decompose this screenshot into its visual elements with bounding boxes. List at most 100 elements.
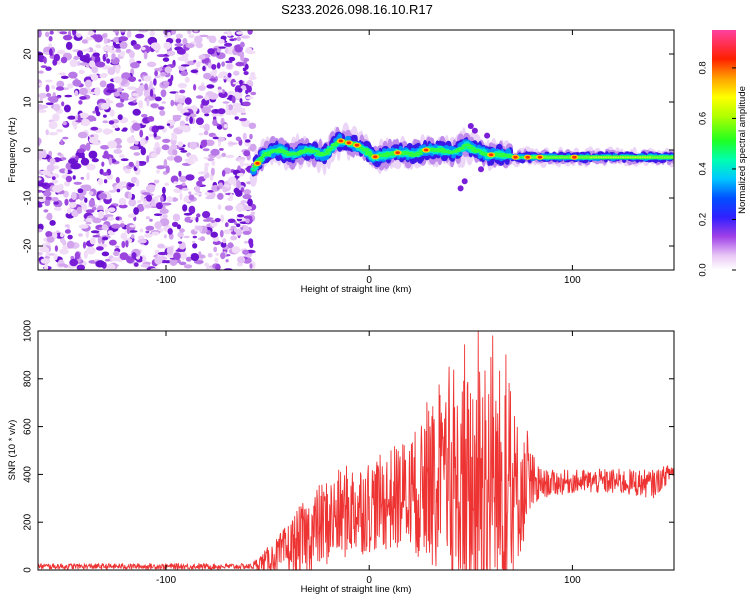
spectrogram-noise-blob xyxy=(145,230,150,234)
spectrogram-signal-blob xyxy=(467,123,474,129)
spectrogram-noise-blob xyxy=(151,198,155,206)
spectrogram-noise-blob xyxy=(145,216,150,220)
spectrogram-noise-blob xyxy=(196,180,203,187)
spectrogram-noise-blob xyxy=(241,107,246,114)
spectrogram-noise-blob xyxy=(159,110,166,116)
spectrogram-noise-blob xyxy=(118,154,125,159)
spectrogram-noise-blob xyxy=(156,125,165,130)
spectrogram-noise-blob xyxy=(38,252,43,256)
spectrogram-noise-blob xyxy=(146,155,150,163)
spectrogram-noise-blob xyxy=(124,168,131,174)
spectrogram-noise-blob xyxy=(204,95,209,101)
spectrogram-noise-blob xyxy=(38,70,44,74)
spectrogram-noise-blob xyxy=(239,51,245,60)
spectrogram-noise-blob xyxy=(148,184,156,188)
spectrogram-x-label: Height of straight line (km) xyxy=(301,284,412,295)
spectrogram-noise-blob xyxy=(72,175,76,180)
spectrogram-noise-blob xyxy=(173,181,178,185)
spectrogram-noise-blob xyxy=(62,121,67,126)
spectrogram-noise-blob xyxy=(97,235,102,244)
spectrogram-noise-blob xyxy=(64,94,73,98)
spectrogram-noise-blob xyxy=(128,86,134,91)
spectrogram-noise-blob xyxy=(49,96,59,103)
snr-xtick-label: -100 xyxy=(156,575,176,586)
spectrogram-noise-blob xyxy=(77,131,88,139)
spectrogram-noise-blob xyxy=(225,192,235,196)
spectrogram-noise-blob xyxy=(211,160,215,166)
spectrogram-noise-blob xyxy=(139,161,147,164)
spectrogram-noise-blob xyxy=(215,154,222,159)
spectrogram-noise-blob xyxy=(182,204,188,212)
spectrogram-noise-blob xyxy=(81,118,91,127)
spectrogram-noise-blob xyxy=(230,235,238,241)
spectrogram-noise-blob xyxy=(38,104,44,111)
spectrogram-noise-blob xyxy=(85,221,92,225)
spectrogram-noise-blob xyxy=(170,99,175,107)
spectrogram-noise-blob xyxy=(190,253,200,262)
spectrogram-noise-blob xyxy=(161,101,166,104)
spectrogram-noise-blob xyxy=(223,229,232,235)
spectrogram-noise-blob xyxy=(128,192,133,200)
spectrogram-noise-blob xyxy=(138,79,142,82)
spectrogram-noise-blob xyxy=(45,84,50,93)
spectrogram-noise-blob xyxy=(130,61,140,69)
spectrogram-noise-blob xyxy=(108,120,115,125)
spectrogram-noise-blob xyxy=(228,142,238,145)
spectrogram-noise-blob xyxy=(95,44,102,49)
spectrogram-noise-blob xyxy=(217,74,225,79)
spectrogram-noise-blob xyxy=(242,132,247,140)
spectrogram-noise-blob xyxy=(108,157,113,166)
spectrogram-noise-blob xyxy=(174,92,179,101)
spectrogram-noise-blob xyxy=(205,172,210,179)
spectrogram-noise-blob xyxy=(127,213,136,219)
spectrogram-noise-blob xyxy=(181,125,191,133)
spectrogram-noise-blob xyxy=(184,216,192,223)
colorbar-tick-label: 0.6 xyxy=(698,112,709,125)
spectrogram-ytick-label: 20 xyxy=(23,48,34,60)
spectrogram-noise-blob xyxy=(164,66,173,74)
spectrogram-peak xyxy=(572,155,577,159)
spectrogram-ytick-label: 0 xyxy=(23,147,34,153)
spectrogram-noise-blob xyxy=(187,30,192,35)
spectrogram-noise-blob xyxy=(189,116,194,124)
spectrogram-noise-blob xyxy=(175,249,186,253)
spectrogram-noise-blob xyxy=(225,103,229,112)
spectrogram-noise-blob xyxy=(115,48,122,53)
spectrogram-noise-blob xyxy=(67,83,74,89)
spectrogram-noise-blob xyxy=(126,226,131,235)
spectrogram-noise-blob xyxy=(175,33,183,39)
spectrogram-noise-blob xyxy=(45,66,52,71)
spectrogram-noise-blob xyxy=(231,95,236,104)
spectrogram-noise-blob xyxy=(202,211,211,219)
spectrogram-signal-blob xyxy=(328,147,335,150)
spectrogram-noise-blob xyxy=(200,139,208,148)
spectrogram-noise-blob xyxy=(87,30,95,36)
spectrogram-noise-blob xyxy=(143,51,148,60)
spectrogram-noise-blob xyxy=(89,136,99,144)
snr-xtick-label: 0 xyxy=(366,575,372,586)
spectrogram-noise-blob xyxy=(55,86,65,91)
spectrogram-noise-blob xyxy=(129,50,135,59)
spectrogram-noise-blob xyxy=(78,224,89,229)
spectrogram-noise-blob xyxy=(232,81,241,85)
spectrogram-noise-blob xyxy=(171,30,177,35)
spectrogram-noise-blob xyxy=(101,251,110,257)
spectrogram-noise-blob xyxy=(179,89,186,94)
spectrogram-noise-blob xyxy=(188,34,195,39)
spectrogram-noise-blob xyxy=(171,197,179,202)
spectrogram-noise-blob xyxy=(74,155,79,161)
spectrogram-noise-blob xyxy=(184,76,190,83)
spectrogram-noise-blob xyxy=(235,189,243,197)
spectrogram-signal-blob xyxy=(251,169,256,172)
spectrogram-noise-blob xyxy=(46,253,56,256)
spectrogram-noise-blob xyxy=(233,70,240,76)
spectrogram-noise-blob xyxy=(102,172,109,176)
spectrogram-noise-blob xyxy=(38,203,43,208)
spectrogram-noise-blob xyxy=(231,246,241,254)
spectrogram-noise-blob xyxy=(95,61,106,68)
spectrogram-noise-blob xyxy=(236,172,245,177)
spectrogram-noise-blob xyxy=(153,213,163,216)
spectrogram-noise-blob xyxy=(243,189,252,195)
spectrogram-noise-blob xyxy=(165,165,170,174)
